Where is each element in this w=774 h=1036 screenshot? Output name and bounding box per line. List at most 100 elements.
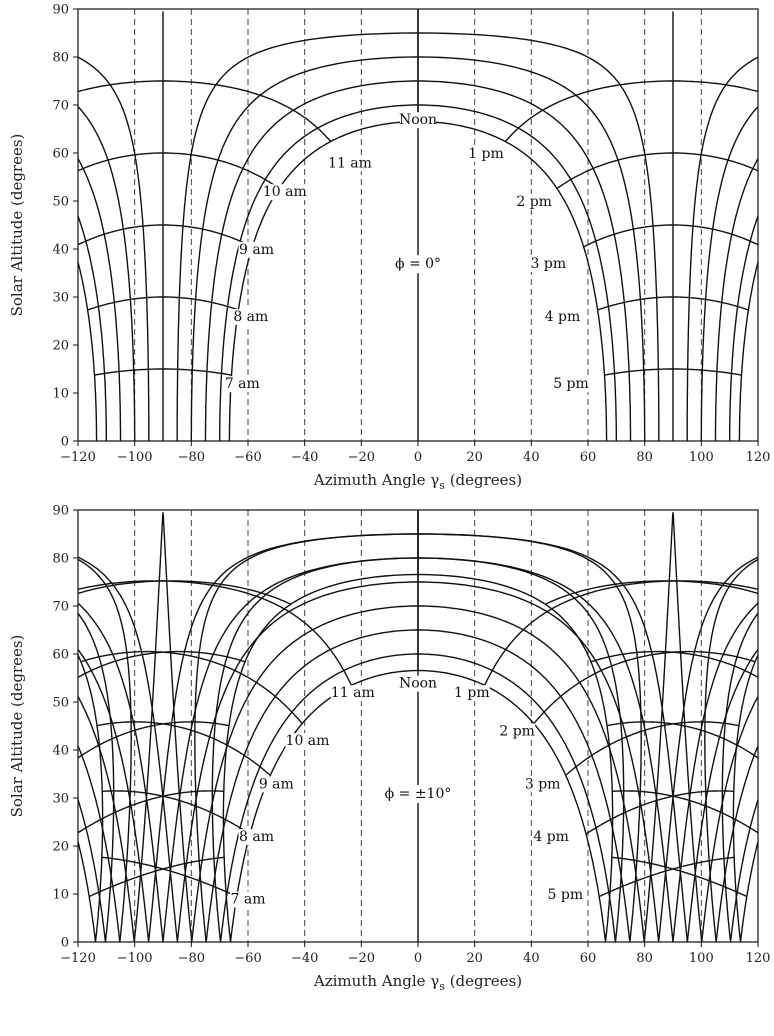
hour-label: 7 am <box>231 892 266 908</box>
hour-label: 11 am <box>331 685 375 701</box>
latitude-label: ϕ = 0° <box>395 256 441 272</box>
hour-line <box>97 721 271 776</box>
x-tick-label: 60 <box>580 951 597 966</box>
x-tick-label: 80 <box>636 450 653 465</box>
y-tick-label: 20 <box>52 840 69 855</box>
declination-curve <box>78 556 758 942</box>
hour-label: 9 am <box>239 242 274 258</box>
hour-label-background <box>468 145 504 162</box>
x-tick-label: −120 <box>60 450 96 465</box>
hour-line <box>597 296 749 311</box>
y-tick-label: 30 <box>52 291 69 306</box>
x-tick-label: 0 <box>414 951 422 966</box>
hour-label: 4 pm <box>533 829 569 845</box>
x-tick-label: −40 <box>291 951 318 966</box>
hour-line <box>606 721 758 759</box>
hour-line <box>604 368 742 376</box>
hour-line <box>556 152 758 190</box>
hour-label: 3 pm <box>531 256 567 272</box>
hour-label: 2 pm <box>516 194 552 210</box>
y-tick-label: 60 <box>52 648 69 663</box>
x-tick-label: −60 <box>234 450 261 465</box>
y-tick-label: 60 <box>52 147 69 162</box>
hour-label: 10 am <box>286 733 330 749</box>
x-tick-label: 40 <box>523 951 540 966</box>
declination-curve <box>78 558 758 942</box>
x-tick-label: −120 <box>60 951 96 966</box>
x-tick-label: 40 <box>523 450 540 465</box>
latitude-label-background <box>383 785 453 803</box>
hour-line <box>81 650 303 725</box>
hour-label-background <box>544 309 581 325</box>
hour-line <box>417 511 419 671</box>
y-tick-label: 70 <box>52 600 69 615</box>
hour-label: Noon <box>399 676 437 692</box>
hour-label: 10 am <box>263 184 307 200</box>
declination-curve <box>78 653 758 942</box>
declination-curve <box>78 744 758 942</box>
y-tick-label: 0 <box>61 435 69 450</box>
hour-line <box>78 650 246 679</box>
y-axis-label: Solar Altitude (degrees) <box>8 635 26 818</box>
hour-line <box>89 856 225 897</box>
hour-line <box>504 80 758 142</box>
hour-label-background <box>238 241 275 258</box>
declination-curve <box>78 259 758 441</box>
latitude-label: ϕ = ±10° <box>385 786 452 802</box>
x-tick-label: −80 <box>178 951 205 966</box>
x-tick-label: 120 <box>746 450 771 465</box>
hour-label-background <box>400 112 436 129</box>
hour-label: 2 pm <box>499 724 535 740</box>
hour-label: 5 pm <box>553 376 589 392</box>
hour-label-background <box>553 376 589 393</box>
hour-label-background <box>400 675 436 692</box>
x-tick-label: −40 <box>291 450 318 465</box>
declination-curve <box>78 105 758 441</box>
x-tick-label: −100 <box>117 951 153 966</box>
declination-curve <box>78 838 758 942</box>
x-tick-label: 100 <box>689 951 714 966</box>
hour-label-background <box>232 309 269 325</box>
x-tick-label: 20 <box>466 450 483 465</box>
hour-line <box>611 856 747 897</box>
declination-curve <box>78 602 758 942</box>
hour-line <box>94 368 232 376</box>
hour-label-background <box>328 155 372 172</box>
y-tick-label: 80 <box>52 552 69 567</box>
y-tick-label: 50 <box>52 696 69 711</box>
declination-curve <box>78 157 758 441</box>
y-tick-label: 70 <box>52 99 69 114</box>
hour-label-background <box>262 184 307 201</box>
hour-line <box>87 296 239 311</box>
y-tick-label: 40 <box>52 744 69 759</box>
x-tick-label: 120 <box>746 951 771 966</box>
y-tick-label: 90 <box>52 504 69 519</box>
hour-line <box>565 721 739 776</box>
hour-line <box>417 10 419 122</box>
hour-line <box>612 790 758 834</box>
chart-panel-1: −120 −100 −80 −60 −40 −20 0 20 40 60 80 100 120 0 10 20… <box>8 3 771 493</box>
hour-line <box>583 224 758 248</box>
hour-label-background <box>516 193 553 210</box>
y-tick-label: 20 <box>52 339 69 354</box>
hour-label: 1 pm <box>468 146 504 162</box>
hour-line <box>78 152 280 190</box>
declination-curve <box>78 797 758 942</box>
hour-label: Noon <box>399 112 437 128</box>
hour-label: 1 pm <box>454 685 490 701</box>
x-tick-label: 100 <box>689 450 714 465</box>
hour-label: 4 pm <box>545 309 581 325</box>
y-tick-label: 30 <box>52 792 69 807</box>
y-tick-label: 80 <box>52 51 69 66</box>
hour-label-background <box>533 829 570 846</box>
hour-line <box>544 580 758 605</box>
sun-path-curves <box>78 10 758 441</box>
x-tick-label: −80 <box>178 450 205 465</box>
declination-curve <box>78 648 758 942</box>
hour-line <box>590 650 758 679</box>
hour-line <box>78 580 353 686</box>
x-tick-label: −20 <box>348 951 375 966</box>
declination-curve <box>78 695 758 942</box>
x-axis-label: Azimuth Angle γs (degrees) <box>313 471 522 492</box>
